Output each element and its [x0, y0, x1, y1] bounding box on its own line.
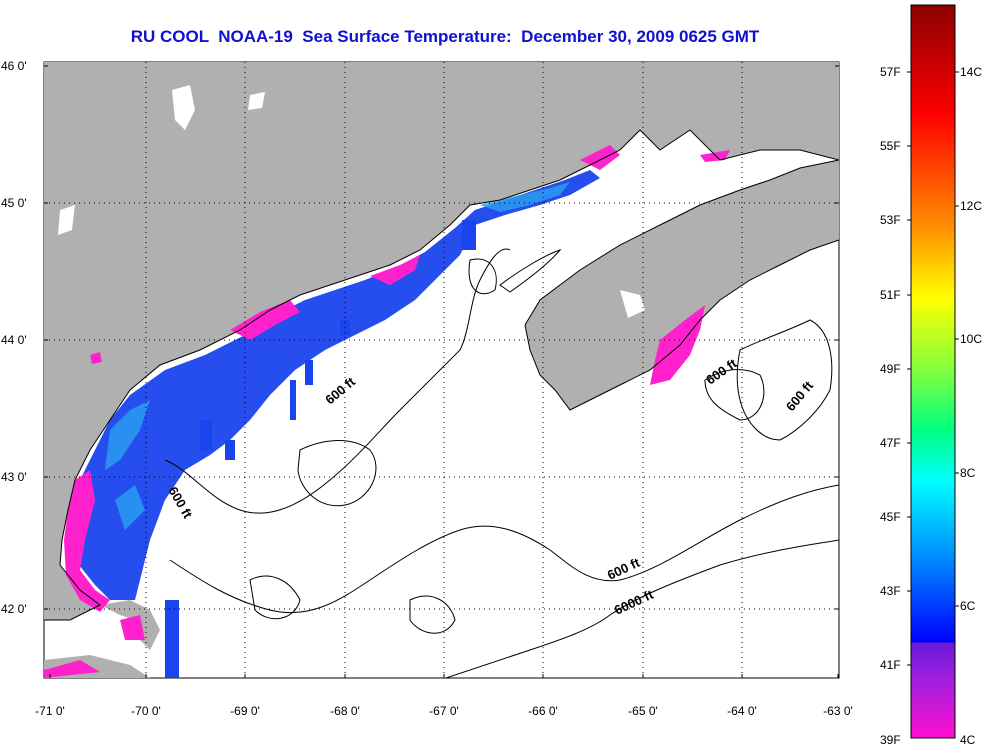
lon-ticks [49, 674, 839, 678]
cb-c-4: 4C [960, 733, 976, 747]
cb-c-14: 14C [960, 65, 982, 79]
cb-f-45: 45F [880, 510, 901, 524]
map-title: RU COOL NOAA-19 Sea Surface Temperature:… [130, 27, 760, 46]
cb-f-53: 53F [880, 213, 901, 227]
lon-label-70: -70 0' [131, 704, 161, 718]
lon-label-63: -63 0' [823, 704, 853, 718]
cb-c-12: 12C [960, 199, 982, 213]
cb-f-51: 51F [880, 288, 901, 302]
sst-cold-nova-scotia [650, 150, 730, 385]
colorbar [910, 4, 956, 739]
lat-label-46: 46 0' [1, 59, 27, 73]
colorbar-ticks [907, 71, 959, 666]
cb-f-39: 39F [880, 733, 901, 747]
mainland-land [44, 62, 839, 620]
bathymetry-contours [164, 248, 839, 678]
nova-scotia-land [525, 160, 839, 410]
cb-c-6: 6C [960, 599, 976, 613]
lon-label-65: -65 0' [628, 704, 658, 718]
lat-ticks [44, 65, 839, 610]
cb-f-47: 47F [880, 436, 901, 450]
lon-label-67: -67 0' [429, 704, 459, 718]
lon-label-69: -69 0' [230, 704, 260, 718]
sst-cold-spot [90, 352, 102, 364]
cb-f-49: 49F [880, 362, 901, 376]
lat-label-42: 42 0' [1, 602, 27, 616]
sst-cool-band [72, 170, 600, 600]
lon-label-66: -66 0' [528, 704, 558, 718]
cb-c-8: 8C [960, 466, 976, 480]
cape-cod-land [100, 600, 160, 650]
cb-c-10: 10C [960, 332, 982, 346]
coastline [44, 129, 839, 621]
nova-scotia-coastline [524, 159, 839, 411]
lon-label-64: -64 0' [727, 704, 757, 718]
cb-f-57: 57F [880, 65, 901, 79]
cb-f-55: 55F [880, 139, 901, 153]
cb-f-43: 43F [880, 584, 901, 598]
cb-f-41: 41F [880, 658, 901, 672]
lon-label-68: -68 0' [330, 704, 360, 718]
lat-label-45: 45 0' [1, 196, 27, 210]
lat-label-43: 43 0' [1, 470, 27, 484]
lat-label-44: 44 0' [1, 333, 27, 347]
lon-label-71: -71 0' [35, 704, 65, 718]
